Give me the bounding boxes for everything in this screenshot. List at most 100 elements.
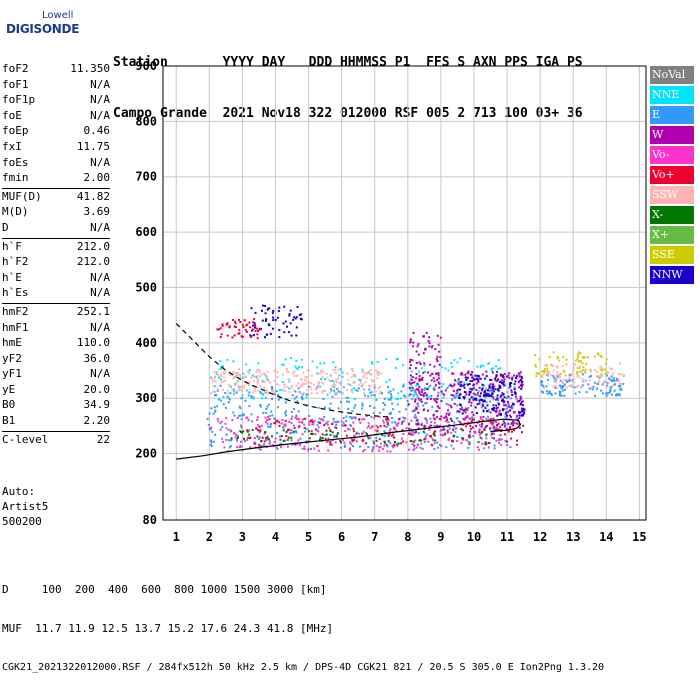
echo-point — [310, 448, 312, 450]
echo-point — [430, 436, 433, 439]
x-tick-label: 5 — [305, 530, 312, 544]
echo-point — [388, 433, 391, 436]
echo-point — [313, 383, 315, 386]
echo-point — [338, 382, 341, 385]
echo-point — [493, 385, 496, 388]
echo-point — [453, 397, 456, 400]
echo-point — [506, 407, 508, 410]
echo-point — [420, 442, 423, 445]
echo-point — [446, 419, 449, 421]
echo-point — [434, 384, 437, 387]
echo-point — [480, 437, 483, 440]
echo-point — [284, 412, 287, 415]
echo-point — [342, 421, 345, 424]
echo-point — [244, 376, 247, 378]
echo-point — [457, 378, 460, 381]
echo-point — [275, 446, 278, 449]
echo-point — [219, 373, 222, 376]
echo-point — [424, 435, 427, 438]
echo-point — [233, 334, 236, 337]
echo-point — [554, 385, 557, 387]
echo-point — [593, 381, 596, 384]
echo-points — [206, 304, 625, 453]
param-row: hmE 110.0 — [2, 335, 110, 351]
echo-point — [225, 438, 228, 441]
echo-point — [389, 398, 392, 401]
echo-point — [386, 422, 389, 425]
echo-point — [364, 372, 367, 375]
echo-point — [248, 321, 251, 324]
echo-point — [451, 398, 453, 401]
echo-point — [255, 427, 258, 430]
echo-point — [289, 309, 292, 312]
echo-point — [270, 410, 273, 413]
echo-point — [288, 390, 291, 393]
echo-point — [433, 386, 436, 389]
echo-point — [409, 382, 412, 385]
legend-item-noval: NoVal — [650, 66, 694, 84]
echo-point — [395, 442, 398, 445]
echo-point — [547, 375, 550, 378]
echo-point — [373, 384, 376, 386]
echo-point — [308, 437, 311, 440]
x-tick-label: 9 — [437, 530, 444, 544]
echo-point — [505, 375, 508, 378]
echo-point — [300, 313, 303, 316]
echo-point — [434, 418, 436, 421]
echo-point — [491, 392, 494, 395]
echo-point — [507, 386, 510, 389]
echo-point — [286, 367, 289, 370]
echo-point — [400, 390, 403, 393]
echo-point — [520, 414, 523, 417]
echo-point — [259, 428, 262, 431]
echo-point — [235, 372, 238, 375]
echo-point — [385, 418, 387, 421]
echo-point — [372, 440, 375, 443]
echo-point — [481, 403, 484, 406]
echo-point — [387, 417, 390, 420]
echo-point — [391, 444, 394, 447]
legend-item-e: E — [650, 106, 694, 124]
echo-point — [503, 404, 506, 407]
echo-point — [250, 395, 253, 398]
echo-point — [332, 417, 335, 420]
echo-point — [290, 422, 293, 425]
echo-point — [365, 415, 368, 417]
echo-point — [385, 426, 388, 428]
echo-point — [577, 385, 579, 388]
echo-point — [521, 404, 524, 407]
echo-point — [233, 432, 236, 435]
echo-point — [283, 383, 286, 386]
x-tick-label: 8 — [404, 530, 411, 544]
echo-point — [576, 374, 579, 377]
echo-point — [370, 415, 373, 418]
echo-point — [212, 385, 215, 388]
echo-point — [498, 441, 500, 444]
echo-point — [300, 358, 303, 361]
echo-point — [339, 381, 342, 384]
echo-point — [565, 363, 568, 366]
echo-point — [575, 386, 578, 388]
echo-point — [492, 421, 495, 424]
echo-point — [395, 429, 398, 432]
echo-point — [398, 410, 401, 413]
echo-point — [506, 414, 508, 417]
echo-point — [474, 393, 477, 396]
echo-point — [535, 375, 538, 378]
echo-point — [373, 406, 376, 409]
echo-point — [485, 375, 488, 378]
echo-point — [430, 443, 433, 446]
echo-point — [507, 410, 510, 413]
echo-point — [256, 333, 259, 336]
echo-point — [226, 395, 229, 398]
echo-point — [433, 433, 436, 436]
echo-point — [478, 377, 481, 380]
echo-point — [387, 435, 390, 437]
echo-point — [335, 378, 338, 381]
echo-point — [393, 443, 396, 446]
echo-point — [421, 394, 424, 396]
echo-point — [221, 323, 224, 326]
echo-point — [226, 323, 229, 326]
param-row: foF2 11.350 — [2, 61, 110, 77]
echo-point — [333, 383, 336, 386]
